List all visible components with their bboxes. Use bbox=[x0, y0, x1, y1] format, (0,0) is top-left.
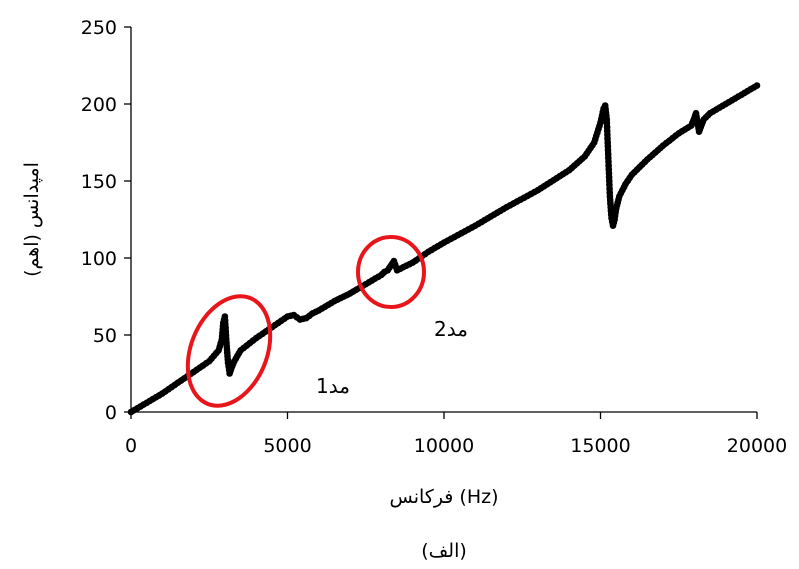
y-tick-label: 50 bbox=[93, 325, 117, 347]
y-tick-label: 200 bbox=[81, 94, 117, 116]
mode-2-highlight bbox=[356, 235, 426, 309]
data-point bbox=[753, 82, 761, 89]
y-axis-title: امپدانس (اهم) bbox=[21, 162, 43, 277]
x-tick-label: 15000 bbox=[570, 435, 630, 457]
x-tick-label: 5000 bbox=[263, 435, 311, 457]
x-tick-label: 20000 bbox=[727, 435, 787, 457]
x-tick-label: 0 bbox=[125, 435, 137, 457]
x-axis-title: فرکانس (Hz) bbox=[389, 486, 498, 508]
y-tick-label: 150 bbox=[81, 171, 117, 193]
x-tick-label: 10000 bbox=[414, 435, 474, 457]
y-tick-label: 100 bbox=[81, 248, 117, 270]
mode-2-label: مد2 bbox=[434, 317, 468, 341]
series-markers bbox=[127, 82, 761, 416]
mode-1-highlight bbox=[185, 294, 273, 408]
y-tick-label: 250 bbox=[81, 17, 117, 39]
y-tick-label: 0 bbox=[105, 402, 117, 424]
mode-1-label: مد1 bbox=[316, 374, 350, 398]
figure-caption: (الف) bbox=[421, 540, 467, 562]
